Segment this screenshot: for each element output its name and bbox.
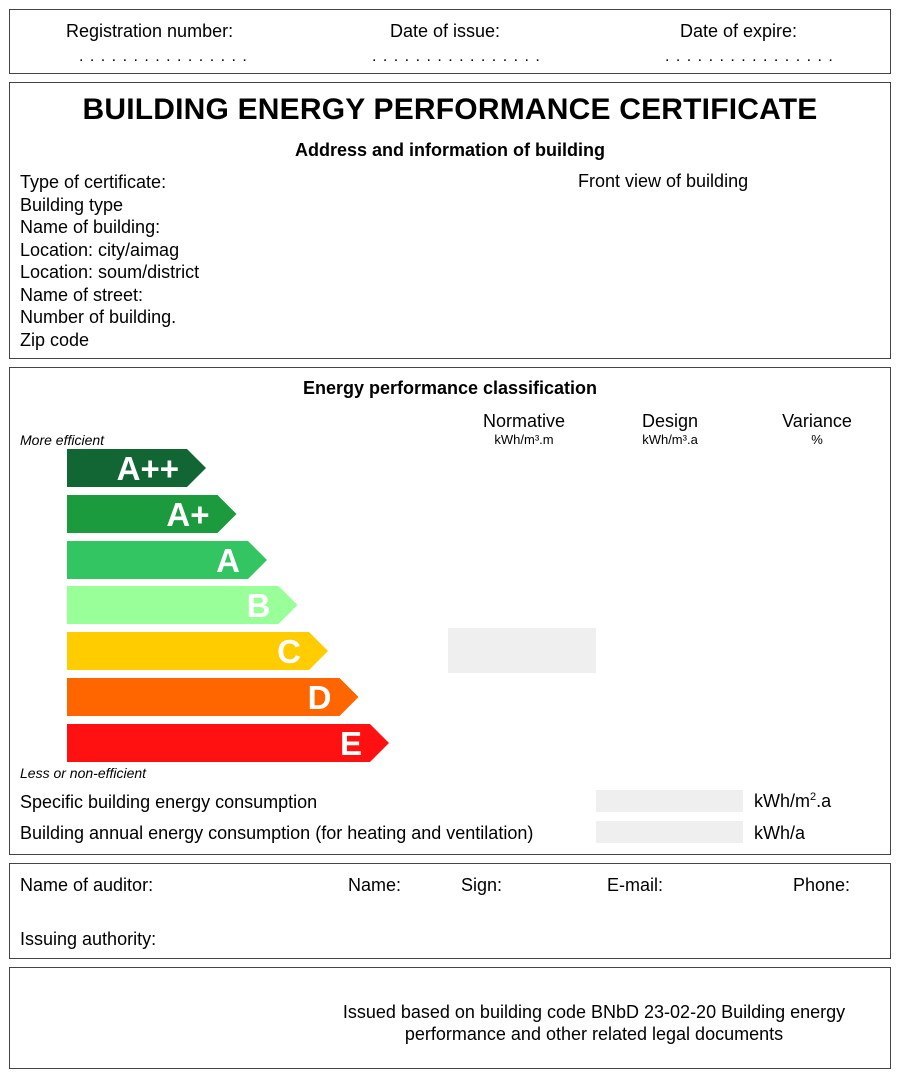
building-field-label: Zip code xyxy=(20,329,90,350)
normative-header: Normative xyxy=(482,411,566,431)
building-field-label: Number of building. xyxy=(20,307,177,327)
energy-class-label: A++ xyxy=(116,450,179,487)
more-efficient-label: More efficient xyxy=(20,432,105,448)
energy-class-arrow: A++ xyxy=(67,449,206,487)
normative-value-field[interactable] xyxy=(448,628,596,673)
front-view-label: Front view of building xyxy=(578,171,749,191)
footer-line-2: performance and other related legal docu… xyxy=(404,1024,784,1044)
auditor-name-label: Name: xyxy=(348,875,402,895)
registration-label: Registration number: xyxy=(66,21,234,41)
specific-consumption-unit: kWh/m2.a xyxy=(754,791,832,811)
building-field-label: Name of street: xyxy=(20,284,144,305)
expire-date-dots: . . . . . . . . . . . . . . . . xyxy=(665,48,834,65)
auditor-label: Name of auditor: xyxy=(20,875,154,895)
design-header: Design xyxy=(641,411,699,431)
energy-class-arrow: E xyxy=(67,723,389,762)
issue-date-dots: . . . . . . . . . . . . . . . . xyxy=(372,48,541,65)
energy-class-label: D xyxy=(307,679,332,716)
footer-box: Issued based on building code BNbD 23-02… xyxy=(9,967,891,1069)
design-unit: kWh/m³.a xyxy=(642,432,698,447)
footer-line-1: Issued based on building code BNbD 23-02… xyxy=(342,1002,846,1022)
address-subtitle: Address and information of building xyxy=(295,140,605,160)
energy-class-label: A xyxy=(216,541,240,579)
expire-date-label: Date of expire: xyxy=(680,21,798,41)
energy-class-label: A+ xyxy=(166,495,210,533)
normative-unit: kWh/m³.m xyxy=(494,432,554,447)
energy-class-arrow: C xyxy=(67,632,328,671)
registration-dots: . . . . . . . . . . . . . . . . xyxy=(79,48,248,65)
classification-box: Energy performance classification Normat… xyxy=(9,367,891,855)
issuing-authority-label: Issuing authority: xyxy=(20,929,157,949)
classification-title: Energy performance classification xyxy=(302,378,598,398)
building-field-label: Type of certificate: xyxy=(20,172,167,192)
energy-class-label: E xyxy=(339,724,362,762)
auditor-email-label: E-mail: xyxy=(607,875,664,895)
specific-consumption-field[interactable] xyxy=(596,790,743,812)
annual-consumption-label: Building annual energy consumption (for … xyxy=(20,823,534,843)
variance-header: Variance xyxy=(782,411,852,431)
energy-class-arrow: B xyxy=(67,586,298,625)
building-field-label: Location: soum/district xyxy=(20,262,200,282)
auditor-phone-label: Phone: xyxy=(793,875,851,895)
certificate-title: BUILDING ENERGY PERFORMANCE CERTIFICATE xyxy=(82,93,818,126)
address-box: BUILDING ENERGY PERFORMANCE CERTIFICATE … xyxy=(9,82,891,359)
building-field-label: Location: city/aimag xyxy=(20,239,180,260)
building-field-list: Type of certificate: Building type Name of… xyxy=(20,171,199,351)
specific-consumption-label: Specific building energy consumption xyxy=(20,792,318,812)
variance-unit: % xyxy=(811,432,823,447)
energy-class-arrow: A+ xyxy=(67,494,237,533)
energy-class-label: C xyxy=(277,633,301,671)
energy-class-arrow: D xyxy=(67,678,359,716)
annual-consumption-unit: kWh/a xyxy=(754,823,806,843)
energy-class-arrow: A xyxy=(67,540,267,579)
header-box: Registration number: . . . . . . . . . .… xyxy=(9,9,891,74)
building-field-label: Name of building: xyxy=(20,217,161,237)
energy-class-label: B xyxy=(246,587,271,625)
issue-date-label: Date of issue: xyxy=(390,21,501,41)
annual-consumption-field[interactable] xyxy=(596,821,743,843)
auditor-box: Name of auditor: Name: Sign: E-mail: Pho… xyxy=(9,863,891,959)
less-efficient-label: Less or non-efficient xyxy=(20,765,147,781)
auditor-sign-label: Sign: xyxy=(461,875,503,895)
building-field-label: Building type xyxy=(20,194,124,215)
